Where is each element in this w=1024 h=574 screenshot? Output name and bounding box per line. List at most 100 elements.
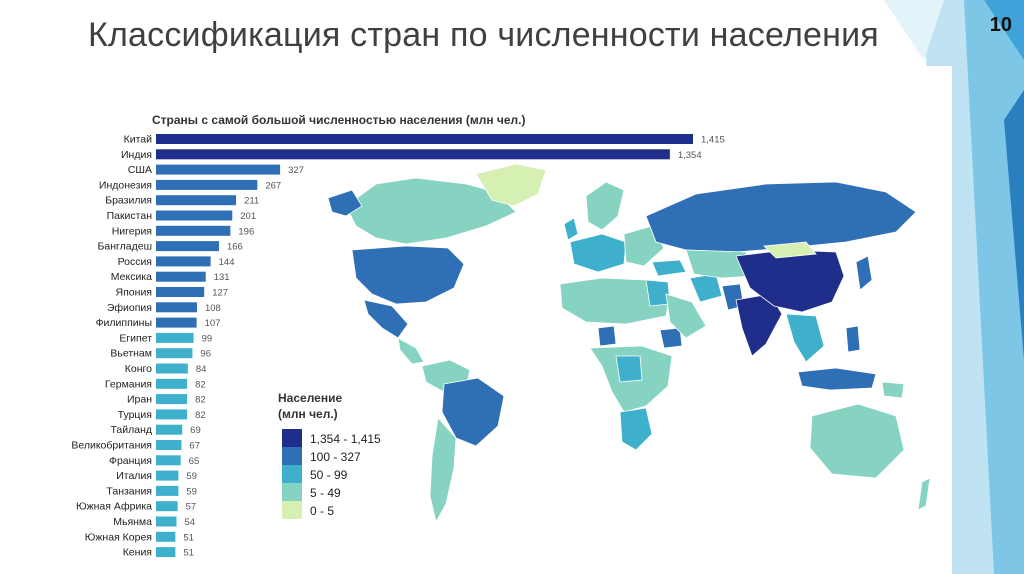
bar-value-label: 82 bbox=[195, 410, 206, 421]
legend-label-4: 5 - 49 bbox=[310, 486, 341, 500]
map-mongolia bbox=[763, 241, 817, 259]
map-scandinavia bbox=[585, 181, 625, 231]
map-turkey bbox=[651, 259, 687, 277]
bar-category-label: Вьетнам bbox=[110, 348, 152, 360]
bar bbox=[156, 440, 182, 450]
slide-title: Классификация стран по численности насел… bbox=[88, 16, 879, 54]
map-indonesia bbox=[797, 367, 877, 391]
bar-category-label: Кения bbox=[123, 547, 152, 559]
bar-category-label: Индия bbox=[121, 149, 152, 161]
bar bbox=[156, 455, 181, 466]
bar-category-label: Мексика bbox=[111, 271, 152, 283]
bar-value-label: 84 bbox=[196, 364, 207, 375]
bar-category-label: Южная Африка bbox=[76, 501, 152, 513]
bar-value-label: 131 bbox=[214, 272, 230, 283]
bar bbox=[156, 332, 194, 343]
bar bbox=[156, 225, 231, 236]
bar-category-label: Турция bbox=[118, 409, 152, 421]
bar-value-label: 327 bbox=[288, 165, 304, 176]
bar bbox=[156, 134, 693, 144]
bar-value-label: 99 bbox=[202, 333, 213, 344]
map-congo bbox=[615, 355, 643, 383]
map-philippines bbox=[845, 325, 861, 353]
bar-value-label: 59 bbox=[186, 486, 197, 497]
bar-value-label: 201 bbox=[240, 211, 256, 222]
bar bbox=[156, 501, 178, 512]
map-brazil bbox=[441, 377, 505, 447]
bar-category-label: Египет bbox=[119, 332, 152, 344]
map-usa bbox=[351, 245, 465, 305]
legend: 1,354 - 1,415 100 - 327 50 - 99 5 - 49 0… bbox=[282, 429, 381, 519]
bar bbox=[156, 195, 237, 206]
map-alaska bbox=[327, 189, 363, 217]
bar-category-label: Китай bbox=[124, 134, 153, 146]
bar bbox=[156, 424, 183, 435]
chart-panel: Страны с самой большой численностью насе… bbox=[46, 66, 952, 574]
world-map bbox=[327, 163, 931, 524]
bar-category-label: Россия bbox=[118, 256, 152, 268]
map-south-africa bbox=[619, 407, 653, 451]
bar-category-label: Танзания bbox=[106, 485, 152, 497]
legend-title-line1: Население bbox=[278, 391, 342, 405]
bar bbox=[156, 179, 258, 190]
bar-value-label: 107 bbox=[205, 318, 221, 329]
bar-value-label: 267 bbox=[265, 180, 281, 191]
map-europe-west bbox=[569, 233, 627, 273]
bar bbox=[156, 256, 211, 267]
bar-category-label: Южная Корея bbox=[85, 531, 152, 543]
bar-category-label: Италия bbox=[116, 470, 152, 482]
bar-category-label: Нигерия bbox=[112, 225, 152, 237]
bar-value-label: 51 bbox=[183, 548, 194, 559]
legend-label-1: 1,354 - 1,415 bbox=[310, 432, 381, 446]
bar-category-label: Бангладеш bbox=[98, 241, 152, 253]
bar-value-label: 211 bbox=[244, 196, 259, 207]
bar-category-label: Мьянма bbox=[113, 516, 152, 528]
bar bbox=[156, 317, 197, 328]
map-russia bbox=[645, 181, 917, 253]
legend-swatch-2 bbox=[282, 447, 302, 465]
bar bbox=[156, 470, 179, 481]
bar-category-label: Франция bbox=[109, 455, 152, 467]
bar bbox=[156, 210, 233, 221]
bar-value-label: 96 bbox=[200, 349, 211, 360]
map-mexico bbox=[363, 299, 409, 339]
bar-value-label: 69 bbox=[190, 425, 201, 436]
map-new-zealand bbox=[917, 477, 931, 511]
bar-category-label: Тайланд bbox=[110, 424, 152, 436]
legend-label-5: 0 - 5 bbox=[310, 504, 334, 518]
bar-category-label: Иран bbox=[127, 394, 152, 406]
map-central-asia bbox=[685, 249, 753, 279]
bar bbox=[156, 164, 281, 175]
bar-value-label: 54 bbox=[184, 517, 195, 528]
bar-category-label: Бразилия bbox=[105, 195, 152, 207]
legend-title-line2: (млн чел.) bbox=[278, 407, 338, 421]
bar bbox=[156, 547, 176, 558]
map-ethiopia bbox=[659, 327, 683, 349]
legend-swatch-3 bbox=[282, 465, 302, 483]
map-uk bbox=[563, 217, 579, 241]
bar-value-label: 65 bbox=[189, 456, 200, 467]
bar-category-label: Пакистан bbox=[107, 210, 153, 222]
bar-category-label: Япония bbox=[116, 287, 152, 299]
page-number: 10 bbox=[989, 14, 1012, 36]
bar-value-label: 57 bbox=[186, 502, 197, 513]
bar-value-label: 59 bbox=[186, 471, 197, 482]
bar-value-label: 196 bbox=[238, 226, 254, 237]
bar bbox=[156, 348, 193, 359]
map-central-america bbox=[397, 337, 425, 365]
bar bbox=[156, 287, 205, 297]
bar-value-label: 127 bbox=[212, 288, 228, 299]
bar-value-label: 144 bbox=[219, 257, 235, 268]
bar bbox=[156, 302, 197, 313]
bar-chart: Китай 1,415 Индия 1,354 США 327 Индонезия 267 Бр… bbox=[71, 134, 724, 559]
legend-swatch-4 bbox=[282, 483, 302, 501]
map-canada bbox=[345, 177, 517, 245]
map-southeast-asia bbox=[785, 313, 825, 363]
bar-value-label: 166 bbox=[227, 242, 243, 253]
bar bbox=[156, 241, 219, 252]
map-iran bbox=[689, 273, 723, 303]
bar-category-label: Германия bbox=[105, 378, 152, 390]
bar-value-label: 1,415 bbox=[701, 135, 725, 146]
map-argentina bbox=[429, 417, 457, 524]
population-figure: Страны с самой большой численностью насе… bbox=[71, 113, 931, 559]
